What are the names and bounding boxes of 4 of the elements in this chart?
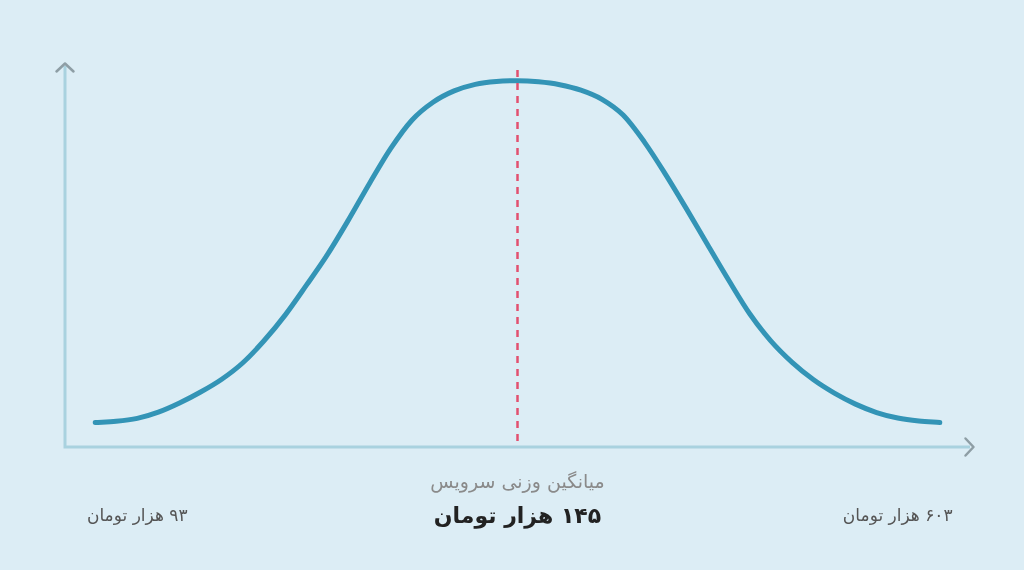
- ref-line-label: میانگین وزنی سرویس: [430, 469, 605, 493]
- x-tick-label: ۱۴۵ هزار تومان: [433, 502, 602, 529]
- x-tick-label: ۹۳ هزار تومان: [86, 505, 188, 526]
- x-tick-label: ۶۰۳ هزار تومان: [842, 505, 953, 526]
